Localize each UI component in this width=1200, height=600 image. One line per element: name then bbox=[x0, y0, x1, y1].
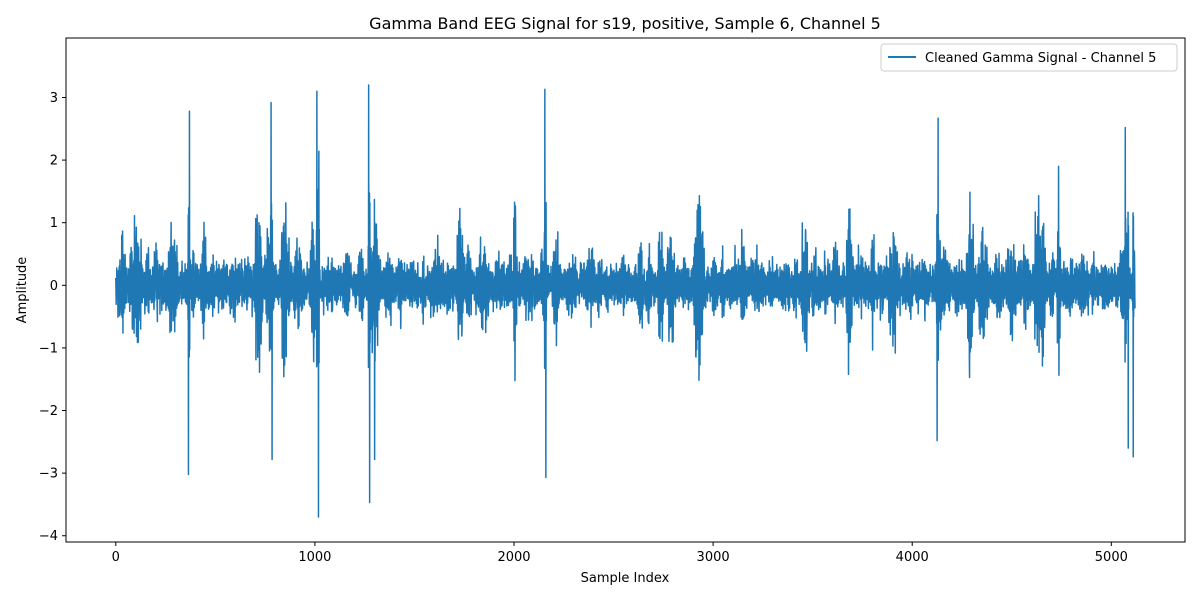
y-axis-label: Amplitude bbox=[15, 257, 30, 324]
y-tick-label: 2 bbox=[50, 154, 58, 169]
y-tick-label: −1 bbox=[39, 341, 58, 356]
x-tick-label: 0 bbox=[112, 550, 120, 565]
y-tick-label: 0 bbox=[50, 279, 58, 294]
y-tick-label: −3 bbox=[39, 467, 58, 482]
plot-area bbox=[115, 84, 1136, 518]
x-axis: 0 1000 2000 3000 4000 5000 bbox=[112, 542, 1128, 565]
plot-frame bbox=[65, 37, 1186, 543]
y-tick-label: 1 bbox=[50, 216, 58, 231]
x-tick-label: 1000 bbox=[298, 550, 331, 565]
y-axis: −4 −3 −2 −1 0 1 2 3 bbox=[39, 91, 66, 544]
x-tick-label: 5000 bbox=[1095, 550, 1128, 565]
chart-title: Gamma Band EEG Signal for s19, positive,… bbox=[369, 14, 881, 33]
y-tick-label: 3 bbox=[50, 91, 58, 106]
x-tick-label: 2000 bbox=[497, 550, 530, 565]
x-axis-label: Sample Index bbox=[581, 571, 670, 586]
legend-label: Cleaned Gamma Signal - Channel 5 bbox=[925, 51, 1156, 66]
x-tick-label: 3000 bbox=[697, 550, 730, 565]
y-tick-label: −2 bbox=[39, 404, 58, 419]
y-tick-label: −4 bbox=[39, 529, 58, 544]
series-line bbox=[115, 84, 1136, 518]
x-tick-label: 4000 bbox=[896, 550, 929, 565]
legend: Cleaned Gamma Signal - Channel 5 bbox=[880, 43, 1178, 72]
legend-box bbox=[880, 43, 1178, 72]
